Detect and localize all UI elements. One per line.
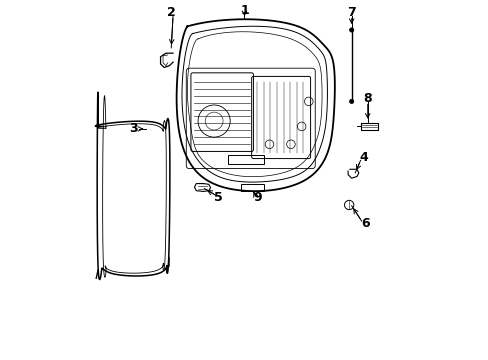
Text: 3: 3 [129,122,138,135]
Circle shape [349,99,353,104]
Circle shape [349,28,353,32]
Text: 2: 2 [166,6,175,19]
Text: 4: 4 [359,151,368,165]
Text: 1: 1 [240,4,248,17]
Text: 5: 5 [214,191,223,204]
Text: 9: 9 [253,191,262,204]
Bar [228,155,264,164]
Text: 8: 8 [363,92,371,105]
Text: 6: 6 [360,217,369,230]
Text: 7: 7 [346,6,355,19]
Bar [241,184,264,192]
